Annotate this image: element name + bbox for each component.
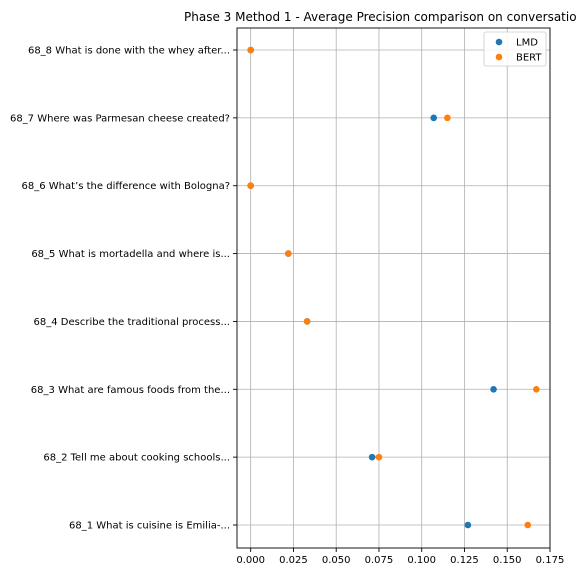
data-point-bert xyxy=(247,182,254,190)
data-point-lmd xyxy=(490,385,497,393)
legend-marker-bert xyxy=(495,53,503,61)
x-tick-label: 0.025 xyxy=(279,555,308,566)
plot-frame xyxy=(236,27,551,549)
y-tick-label: 68_1 What is cuisine is Emilia-... xyxy=(69,521,230,532)
data-point-lmd xyxy=(430,114,437,122)
y-tick-label: 68_6 What’s the difference with Bologna? xyxy=(22,181,230,192)
plot-area: 0.000 0.025 0.050 0.075 0.100 0.125 0.150 0.175… xyxy=(10,27,565,566)
data-point-bert xyxy=(524,521,532,529)
y-tick-label: 68_8 What is done with the whey after... xyxy=(28,46,230,57)
y-tick-label: 68_5 What is mortadella and where is... xyxy=(31,249,230,260)
y-tick-label: 68_3 What are famous foods from the... xyxy=(31,385,230,396)
y-tick-label: 68_2 Tell me about cooking schools... xyxy=(43,453,230,464)
legend-label-bert: BERT xyxy=(516,53,542,64)
legend-marker-lmd xyxy=(495,38,503,46)
x-tick-label: 0.000 xyxy=(236,555,265,566)
chart-title: Phase 3 Method 1 - Average Precision com… xyxy=(184,10,576,24)
data-point-bert xyxy=(444,114,451,122)
x-tick-label: 0.125 xyxy=(450,555,479,566)
x-tick-label: 0.175 xyxy=(536,555,565,566)
y-tick-label: 68_7 Where was Parmesan cheese created? xyxy=(10,113,230,124)
data-point-bert xyxy=(247,46,254,54)
legend-label-lmd: LMD xyxy=(516,38,538,49)
y-tick-label: 68_4 Describe the traditional process... xyxy=(34,317,230,328)
data-point-bert xyxy=(533,385,540,393)
data-point-lmd xyxy=(368,453,376,461)
x-tick-label: 0.100 xyxy=(407,555,436,566)
x-tick-label: 0.050 xyxy=(322,555,351,566)
data-point-lmd xyxy=(464,521,472,529)
data-point-bert xyxy=(375,453,383,461)
x-tick-label: 0.075 xyxy=(365,555,394,566)
x-tick-label: 0.150 xyxy=(493,555,522,566)
data-point-bert xyxy=(285,250,292,257)
data-point-bert xyxy=(303,318,311,325)
